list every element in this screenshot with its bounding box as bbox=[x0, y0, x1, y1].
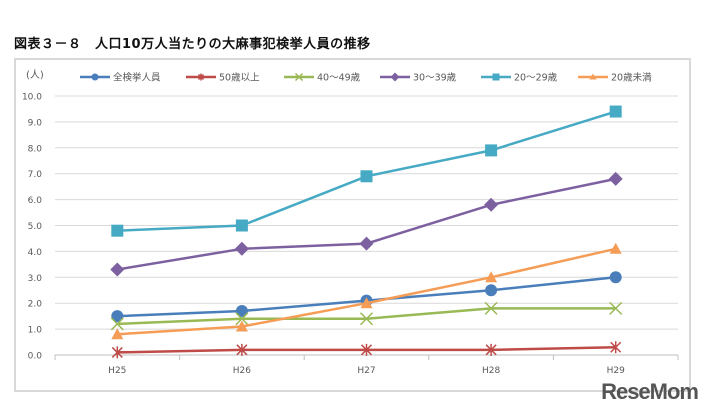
data-point bbox=[111, 346, 123, 359]
x-tick-label: H28 bbox=[482, 366, 500, 376]
data-point bbox=[360, 297, 373, 309]
y-tick-label: 10.0 bbox=[22, 93, 42, 103]
legend-label: 40～49歳 bbox=[317, 72, 361, 84]
y-tick-label: 0.0 bbox=[28, 352, 43, 362]
series-line bbox=[117, 177, 616, 271]
data-point bbox=[484, 301, 498, 315]
legend-marker bbox=[91, 73, 99, 81]
data-point bbox=[609, 105, 622, 118]
y-tick-label: 9.0 bbox=[28, 118, 43, 128]
series-line bbox=[117, 307, 616, 326]
legend-label: 20～29歳 bbox=[514, 72, 558, 84]
data-point bbox=[234, 241, 249, 256]
series-x bbox=[110, 301, 623, 331]
legend-marker bbox=[294, 72, 304, 82]
data-point bbox=[485, 271, 498, 283]
y-tick-label: 4.0 bbox=[28, 248, 43, 258]
y-tick-label: 5.0 bbox=[28, 222, 43, 232]
series-triangle bbox=[111, 242, 622, 340]
y-tick-label: 1.0 bbox=[28, 326, 43, 336]
data-point bbox=[235, 312, 249, 326]
x-tick-label: H29 bbox=[607, 366, 625, 376]
x-tick-label: H25 bbox=[108, 366, 126, 376]
series-square bbox=[111, 105, 622, 237]
data-point bbox=[111, 310, 124, 323]
y-tick-label: 6.0 bbox=[28, 196, 43, 206]
legend-marker bbox=[197, 73, 205, 81]
y-tick-label: 2.0 bbox=[28, 300, 43, 310]
y-axis-label: (人) bbox=[26, 69, 44, 81]
legend-label: 20歳未満 bbox=[611, 72, 652, 84]
legend-marker bbox=[390, 72, 400, 82]
legend-label: 全検挙人員 bbox=[113, 72, 161, 84]
data-point bbox=[608, 171, 623, 186]
legend-marker bbox=[589, 73, 597, 80]
series-star bbox=[111, 341, 622, 359]
y-tick-label: 3.0 bbox=[28, 274, 43, 284]
x-tick-label: H26 bbox=[233, 366, 251, 376]
data-point bbox=[359, 312, 374, 326]
data-point bbox=[360, 170, 373, 183]
y-tick-label: 8.0 bbox=[28, 144, 43, 154]
series-circle bbox=[111, 271, 622, 323]
chart-frame bbox=[14, 58, 691, 392]
y-tick-label: 7.0 bbox=[28, 170, 43, 180]
data-point bbox=[609, 242, 622, 254]
data-point bbox=[236, 343, 248, 356]
data-point bbox=[235, 304, 248, 317]
data-point bbox=[235, 320, 248, 332]
series-diamond bbox=[110, 171, 623, 277]
data-point bbox=[359, 236, 374, 251]
data-point bbox=[485, 284, 498, 297]
legend-marker bbox=[492, 73, 500, 81]
legend-label: 30～39歳 bbox=[413, 72, 457, 84]
x-tick-label: H27 bbox=[357, 366, 375, 376]
data-point bbox=[484, 197, 499, 212]
data-point bbox=[110, 262, 125, 277]
data-point bbox=[485, 343, 497, 356]
data-point bbox=[609, 271, 622, 284]
data-point bbox=[485, 144, 498, 157]
chart-title: 図表３－８ 人口10万人当たりの大麻事犯検挙人員の推移 bbox=[14, 37, 371, 52]
data-point bbox=[235, 219, 248, 232]
data-point bbox=[111, 224, 124, 237]
data-point bbox=[360, 343, 373, 356]
legend-label: 50歳以上 bbox=[219, 72, 260, 84]
data-point bbox=[111, 328, 124, 340]
data-point bbox=[609, 301, 623, 315]
data-point bbox=[110, 317, 124, 331]
data-point bbox=[610, 341, 622, 354]
resemom-logo: ReseMom bbox=[601, 379, 699, 404]
